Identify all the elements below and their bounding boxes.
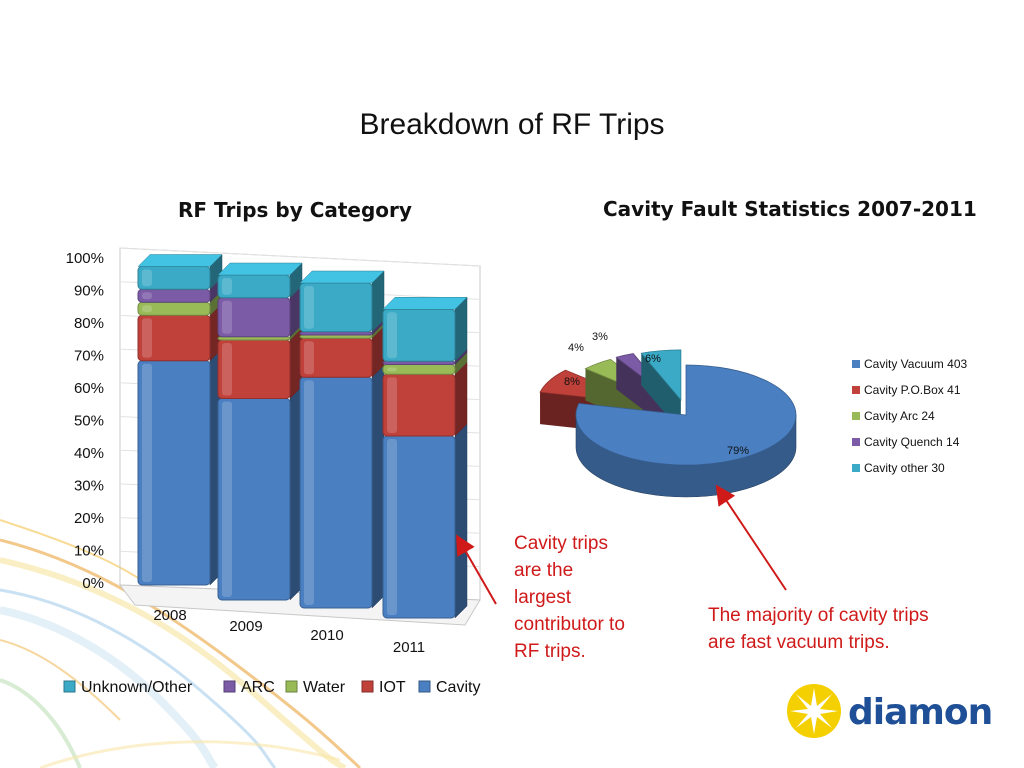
diamond-logo: diamond — [787, 684, 992, 738]
bar-segment-iot-2011 — [382, 361, 468, 437]
legend-label: IOT — [379, 679, 406, 696]
legend-label: Cavity other 30 — [864, 461, 945, 475]
y-tick-label: 0% — [82, 575, 104, 592]
y-tick-label: 40% — [74, 445, 104, 462]
pie-legend-item-3: Cavity Quench 14 — [852, 435, 960, 449]
pie-legend-item-2: Cavity Arc 24 — [852, 409, 935, 423]
bar-segment-unknown-other-2011 — [382, 296, 468, 362]
annotation-vacuum-trips: The majority of cavity trips are fast va… — [708, 605, 929, 653]
pie-chart-marks — [539, 349, 797, 498]
logo-text: diamond — [848, 692, 992, 733]
bar-segment-unknown-other-2008 — [137, 253, 223, 290]
gridline — [119, 247, 481, 267]
legend-item-arc: ARC — [223, 679, 275, 696]
arrow-to-pie-chart — [715, 484, 787, 591]
legend-swatch — [285, 680, 298, 693]
legend-swatch — [418, 680, 431, 693]
legend-label: Cavity Vacuum 403 — [864, 357, 967, 371]
legend-swatch — [852, 386, 860, 394]
bar-segment-arc-2009 — [217, 285, 303, 338]
legend-swatch — [852, 464, 860, 472]
pie-data-labels: 79% 8% 4% 3% 6% — [564, 331, 749, 457]
y-tick-label: 30% — [74, 478, 104, 495]
y-tick-label: 20% — [74, 510, 104, 527]
y-tick-label: 10% — [74, 543, 104, 560]
pie-legend-item-4: Cavity other 30 — [852, 461, 945, 475]
x-category-label: 2009 — [229, 618, 262, 635]
legend-swatch — [852, 438, 860, 446]
pie-data-label: 4% — [568, 342, 584, 354]
legend-swatch — [63, 680, 76, 693]
legend-swatch — [852, 412, 860, 420]
y-tick-label: 90% — [74, 283, 104, 300]
legend-swatch — [223, 680, 236, 693]
y-tick-label: 50% — [74, 413, 104, 430]
pie-data-label: 6% — [645, 353, 661, 365]
y-tick-label: 70% — [74, 348, 104, 365]
bar-segment-water-2009 — [217, 324, 303, 341]
pie-slice-cavity-other-30 — [640, 349, 682, 432]
bar-segment-cavity-2009 — [217, 385, 303, 601]
pie-data-label: 3% — [592, 331, 608, 343]
pie-chart-title: Cavity Fault Statistics 2007-2011 — [603, 197, 977, 221]
legend-label: Water — [303, 679, 346, 696]
bar-segment-unknown-other-2010 — [299, 270, 385, 333]
legend-item-unknown-other: Unknown/Other — [63, 679, 193, 696]
legend-item-cavity: Cavity — [418, 679, 480, 696]
pie-legend-item-0: Cavity Vacuum 403 — [852, 357, 967, 371]
legend-swatch — [852, 360, 860, 368]
bar-segment-cavity-2011 — [382, 423, 468, 619]
pie-legend-item-1: Cavity P.O.Box 41 — [852, 383, 961, 397]
y-tick-label: 60% — [74, 380, 104, 397]
pie-data-label: 8% — [564, 376, 580, 388]
x-category-label: 2010 — [310, 627, 343, 644]
pie-slice-cavity-vacuum-403 — [575, 364, 797, 498]
legend-label: Cavity Quench 14 — [864, 435, 960, 449]
bar-chart-legend: Unknown/Other ARC Water IOT Cavity — [63, 679, 480, 696]
x-category-label: 2008 — [153, 607, 186, 624]
logo-burst-icon — [787, 684, 841, 738]
arrow-to-bar-chart — [456, 534, 497, 605]
legend-item-water: Water — [285, 679, 346, 696]
legend-label: Cavity — [436, 679, 480, 696]
legend-label: ARC — [241, 679, 275, 696]
bar-chart-marks — [137, 253, 468, 619]
x-category-label: 2011 — [393, 639, 425, 656]
legend-label: Cavity P.O.Box 41 — [864, 383, 961, 397]
y-tick-label: 100% — [66, 250, 104, 267]
pie-chart-legend: Cavity Vacuum 403 Cavity P.O.Box 41 Cavity… — [852, 357, 967, 475]
x-axis-categories: 2008 2009 2010 2011 — [153, 607, 425, 656]
annotation-cavity-trips: Cavity trips are the largest contributor… — [514, 533, 625, 662]
y-axis-ticks: 0% 10% 20% 30% 40% 50% 60% 70% 80% 90% 100% — [66, 250, 104, 592]
y-tick-label: 80% — [74, 315, 104, 332]
bar-segment-water-2011 — [382, 351, 468, 375]
pie-data-label: 79% — [727, 445, 749, 457]
bar-segment-unknown-other-2009 — [217, 262, 303, 299]
legend-label: Unknown/Other — [81, 679, 193, 696]
bar-chart-title: RF Trips by Category — [178, 198, 412, 222]
legend-item-iot: IOT — [361, 679, 406, 696]
legend-swatch — [361, 680, 374, 693]
bar-segment-cavity-2010 — [299, 364, 385, 609]
slide-title: Breakdown of RF Trips — [359, 108, 665, 141]
legend-label: Cavity Arc 24 — [864, 409, 935, 423]
